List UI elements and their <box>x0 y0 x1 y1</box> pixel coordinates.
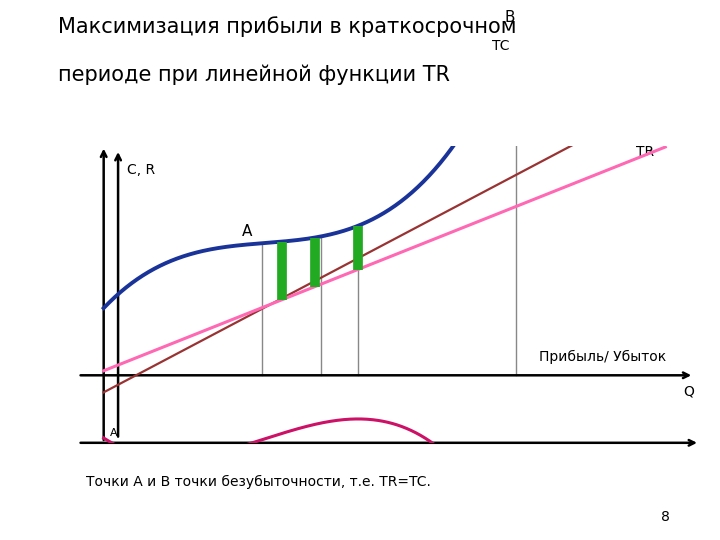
Text: B: B <box>504 10 515 25</box>
Text: C, R: C, R <box>127 163 155 177</box>
Text: Максимизация прибыли в краткосрочном: Максимизация прибыли в краткосрочном <box>58 16 516 37</box>
Text: Q: Q <box>683 384 694 399</box>
Text: Прибыль/ Убыток: Прибыль/ Убыток <box>539 350 666 364</box>
Text: 8: 8 <box>661 510 670 524</box>
Text: A: A <box>242 224 252 239</box>
Text: Точки А и В точки безубыточности, т.е. TR=TC.: Точки А и В точки безубыточности, т.е. T… <box>86 475 431 489</box>
Text: TR: TR <box>636 145 654 159</box>
Text: периоде при линейной функции TR: периоде при линейной функции TR <box>58 65 449 85</box>
Text: A: A <box>109 428 117 438</box>
Text: TC: TC <box>492 39 510 53</box>
